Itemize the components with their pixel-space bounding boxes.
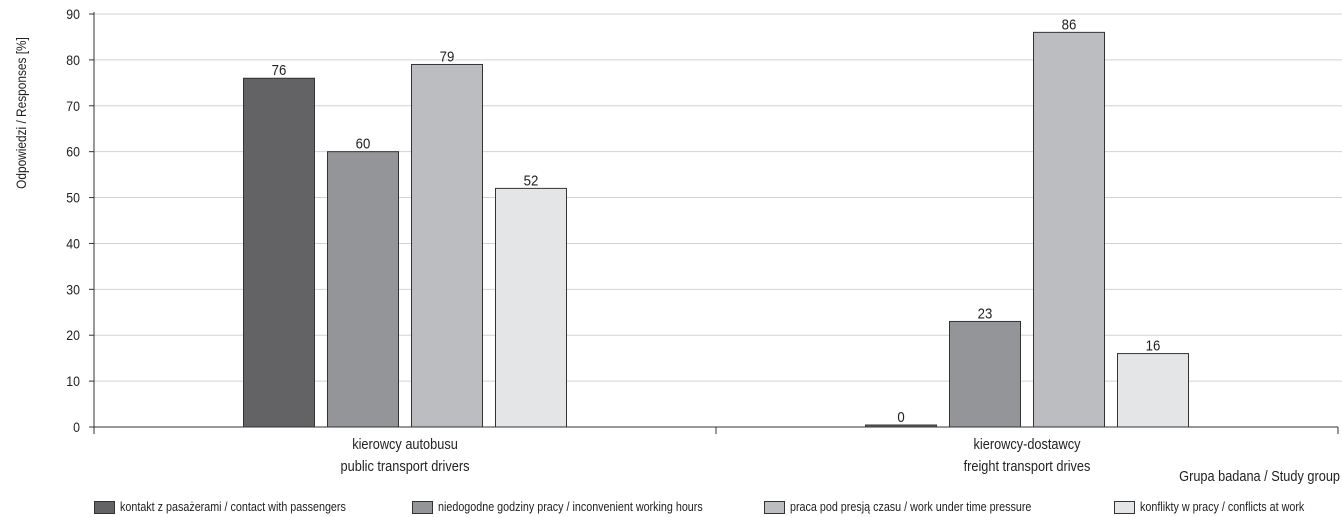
- bar: [1033, 31, 1105, 428]
- y-tick-label: 90: [66, 6, 80, 22]
- legend-item: praca pod presją czasu / work under time…: [764, 499, 1071, 515]
- y-tick-label: 40: [66, 236, 80, 252]
- x-category-labels: kierowcy autobusu public transport driver…: [341, 436, 1091, 474]
- legend-label: niedogodne godziny pracy / inconvenient …: [438, 500, 703, 514]
- legend-label: praca pod presją czasu / work under time…: [790, 500, 1032, 514]
- legend-swatch: [412, 500, 433, 514]
- x-axis-title: Grupa badana / Study group: [1179, 468, 1340, 484]
- value-labels: 76 60 79 52 0 23 86 16: [272, 16, 1161, 426]
- y-tick-label: 10: [66, 373, 80, 389]
- x-category-label: kierowcy autobusu: [352, 436, 458, 452]
- bars: [243, 31, 1189, 428]
- legend-label: kontakt z pasażerami / contact with pass…: [120, 500, 346, 514]
- data-label: 86: [1062, 16, 1077, 33]
- legend-label: konflikty w pracy / conflicts at work: [1140, 500, 1305, 514]
- legend-item: kontakt z pasażerami / contact with pass…: [94, 499, 383, 515]
- legend: kontakt z pasażerami / contact with pass…: [0, 497, 1342, 517]
- bar: [1117, 353, 1189, 428]
- bar-chart: 76 60 79 52 0 23 86 16 0 10 20 30 40 50 60 70 80 90 kier…: [13, 6, 1342, 484]
- data-label: 79: [440, 48, 455, 65]
- y-tick-label: 80: [66, 52, 80, 68]
- axes: [89, 12, 1339, 434]
- bar: [411, 63, 483, 428]
- y-tick-labels: 0 10 20 30 40 50 60 70 80 90: [66, 6, 80, 435]
- x-category-label: freight transport drives: [964, 458, 1091, 474]
- y-tick-label: 0: [73, 419, 80, 435]
- y-axis-title: Odpowiedzi / Responses [%]: [13, 37, 29, 189]
- y-tick-label: 20: [66, 327, 80, 343]
- bar: [327, 151, 399, 428]
- bar: [495, 187, 567, 428]
- data-label: 16: [1146, 337, 1161, 354]
- x-category-label: public transport drivers: [341, 458, 470, 474]
- legend-swatch: [94, 500, 115, 514]
- y-tick-label: 30: [66, 282, 80, 298]
- legend-swatch: [1114, 500, 1135, 514]
- legend-swatch: [764, 500, 785, 514]
- data-label: 60: [356, 135, 371, 152]
- legend-item: niedogodne godziny pracy / inconvenient …: [412, 499, 746, 515]
- data-label: 23: [978, 305, 993, 322]
- data-label: 76: [272, 61, 287, 78]
- bar: [243, 77, 315, 428]
- bar: [949, 320, 1021, 428]
- legend-item: konflikty w pracy / conflicts at work: [1114, 499, 1331, 515]
- data-label: 52: [524, 172, 539, 189]
- y-tick-label: 50: [66, 190, 80, 206]
- x-category-label: kierowcy-dostawcy: [974, 436, 1081, 452]
- y-tick-label: 60: [66, 144, 80, 160]
- data-label: 0: [897, 408, 904, 425]
- y-tick-label: 70: [66, 98, 80, 114]
